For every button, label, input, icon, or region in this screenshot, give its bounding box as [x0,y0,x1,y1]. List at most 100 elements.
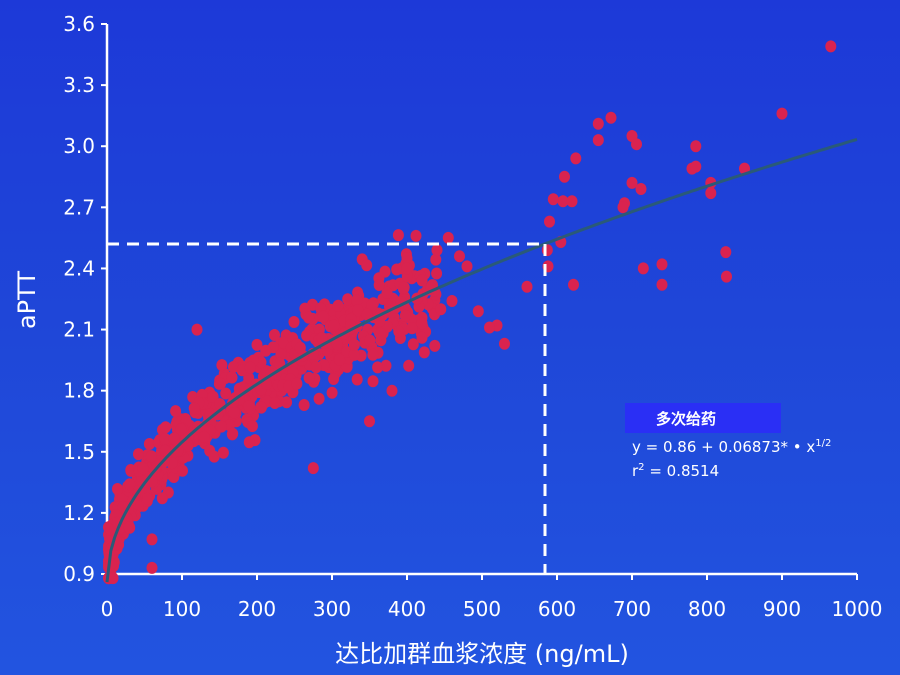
data-point [430,253,442,266]
reference-lines-group [107,242,547,574]
data-point [380,359,392,372]
data-point [557,195,569,208]
data-point [592,117,604,130]
y-tick-label: 2.1 [63,318,95,342]
data-point [499,337,510,350]
data-point [288,316,300,328]
data-point [275,348,287,361]
data-point [454,250,465,263]
x-tick-label: 100 [163,597,201,621]
x-tick-label: 900 [763,597,801,621]
data-point [170,405,182,418]
data-point [316,332,328,345]
data-point [721,270,732,283]
data-point [351,373,363,386]
data-point [352,304,364,317]
data-point [401,262,413,275]
data-point [303,371,315,384]
data-point [461,260,473,273]
data-point [406,322,418,335]
data-point [592,134,604,147]
data-point [215,377,226,390]
data-point [142,492,154,505]
data-point [269,397,281,409]
regression-line [105,137,858,583]
data-point [145,450,157,463]
data-point [393,325,405,338]
data-point [317,310,329,323]
data-point [112,483,123,495]
data-point [416,274,428,287]
axes-group [101,23,858,580]
data-point [386,384,398,397]
data-point [198,431,210,443]
y-tick-label: 0.9 [63,562,95,586]
data-point [143,438,155,450]
data-point [366,299,378,312]
data-point [690,160,702,173]
data-point [720,246,732,259]
x-tick-label: 1000 [832,597,883,621]
y-tick-label: 3.6 [63,12,95,36]
y-tick-label: 2.7 [63,195,95,219]
data-point [416,331,428,344]
x-tick-label: 700 [613,597,651,621]
data-point [107,572,119,585]
data-point [379,265,391,278]
data-point [521,280,533,293]
x-axis-title: 达比加群血浆浓度 (ng/mL) [335,640,629,668]
data-point [156,492,168,505]
data-point [220,387,232,400]
data-point [635,183,647,195]
data-point [307,462,319,475]
data-point [372,361,384,374]
data-point [326,386,338,399]
x-tick-label: 600 [538,597,576,621]
data-point [656,278,668,291]
data-point [351,294,363,307]
data-point [303,311,315,324]
legend-box [625,403,781,433]
data-point [429,339,441,352]
data-point [146,533,158,546]
data-point [690,140,702,153]
data-point [291,377,303,390]
data-point [216,359,228,372]
data-point [331,338,343,351]
data-point [348,338,360,351]
y-axis-title: aPTT [13,271,41,329]
data-point [364,415,375,428]
data-point [566,195,578,208]
data-point [123,521,135,534]
r2-exponent: 2 [638,462,645,473]
data-point [626,176,638,189]
x-tick-label: 400 [388,597,426,621]
data-point [825,40,837,53]
data-point [637,262,649,275]
data-point [281,396,293,409]
data-point [392,229,404,242]
data-point [175,423,187,436]
data-point [381,286,393,299]
data-point [239,383,251,396]
data-point [348,348,360,361]
x-tick-label: 500 [463,597,501,621]
data-point [364,334,376,347]
regression-equation: y = 0.86 + 0.06873* • x1/2 [632,438,831,456]
data-point [313,392,325,405]
r-squared: r2 = 0.8514 [632,462,719,480]
data-point [391,263,403,276]
data-point [373,279,385,291]
data-point [418,346,430,359]
data-point [191,323,203,336]
data-point [407,338,419,351]
data-point [125,464,137,476]
data-point [547,193,559,206]
data-point [208,450,220,463]
data-point [160,421,172,434]
data-point [182,439,194,452]
legend-title: 多次给药 [656,410,717,428]
data-point [226,371,238,384]
data-point [332,299,344,312]
data-point [228,361,239,373]
